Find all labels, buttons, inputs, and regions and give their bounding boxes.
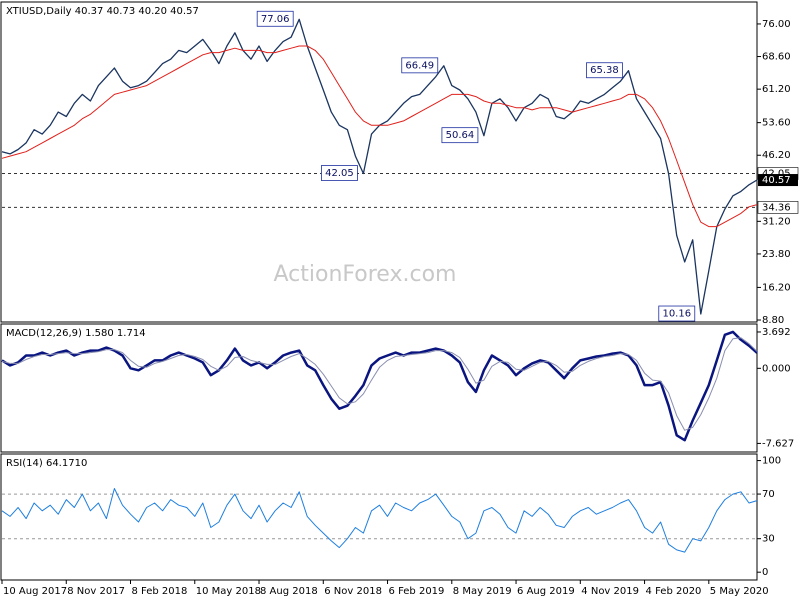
panel-frame: [0, 323, 758, 453]
annotation-label: 10.16: [662, 309, 691, 320]
x-tick-label: 10 May 2018: [196, 586, 261, 597]
x-tick-label: 8 Aug 2018: [260, 586, 318, 597]
x-tick-label: 4 Feb 2020: [646, 586, 702, 597]
x-tick-label: 6 Aug 2019: [517, 586, 575, 597]
y-tick-label: 16.20: [762, 282, 791, 293]
annotation-box: [256, 10, 294, 27]
y-tick-label: 30: [762, 534, 775, 545]
annotation-label: 65.38: [590, 65, 619, 76]
x-tick-label: 6 Feb 2019: [389, 586, 445, 597]
panel-title: MACD(12,26,9) 1.580 1.714: [6, 328, 146, 339]
x-tick-label: 6 Nov 2018: [324, 586, 382, 597]
panel-frame: [0, 453, 758, 581]
panel-title: RSI(14) 64.1710: [6, 458, 87, 469]
annotation-box: [586, 62, 623, 79]
watermark: ActionForex.com: [274, 262, 457, 287]
series-line: [1, 330, 758, 442]
annotation-box: [441, 127, 479, 144]
x-tick-label: 8 May 2019: [453, 586, 512, 597]
y-tick-label: 8.80: [762, 315, 784, 326]
y-tick-label: 53.60: [762, 118, 791, 129]
y-tick-label: 0: [762, 567, 768, 578]
y-tick-label: 0.000: [762, 363, 791, 374]
x-tick-label: 10 Aug 2017: [3, 586, 67, 597]
annotation-label: 50.64: [446, 130, 475, 141]
y-tick-label: 23.80: [762, 249, 791, 260]
series-line: [1, 45, 758, 228]
annotation-box: [321, 165, 358, 181]
panel-frame: [0, 1, 758, 323]
last-price-box: [758, 174, 798, 187]
y-tick-label: 46.20: [762, 150, 791, 161]
y-tick-label: -7.627: [762, 438, 794, 449]
y-tick-label: 3.692: [762, 327, 791, 338]
x-tick-label: 5 May 2020: [710, 586, 769, 597]
y-tick-label: 68.60: [762, 52, 791, 63]
annotation-label: 42.05: [325, 168, 354, 179]
x-tick-label: 8 Feb 2018: [132, 586, 188, 597]
y-tick-label: 76.00: [762, 19, 791, 30]
annotation-label: 66.49: [405, 60, 434, 71]
last-price-label: 40.57: [762, 175, 791, 186]
price-label: 34.36: [762, 202, 791, 213]
price-label: 42.05: [762, 169, 791, 180]
annotation-label: 77.06: [261, 14, 290, 25]
series-line: [1, 337, 758, 431]
x-tick-label: 4 Nov 2019: [581, 586, 639, 597]
y-tick-label: 61.20: [762, 84, 791, 95]
series-line: [1, 488, 758, 553]
y-tick-label: 70: [762, 489, 775, 500]
y-tick-label: 31.20: [762, 216, 791, 227]
x-tick-label: 8 Nov 2017: [67, 586, 125, 597]
annotation-box: [401, 57, 439, 74]
y-tick-label: 100: [762, 456, 781, 467]
price-box: [757, 201, 799, 214]
annotation-box: [658, 305, 696, 322]
panel-title: XTIUSD,Daily 40.37 40.73 40.20 40.57: [6, 6, 199, 17]
